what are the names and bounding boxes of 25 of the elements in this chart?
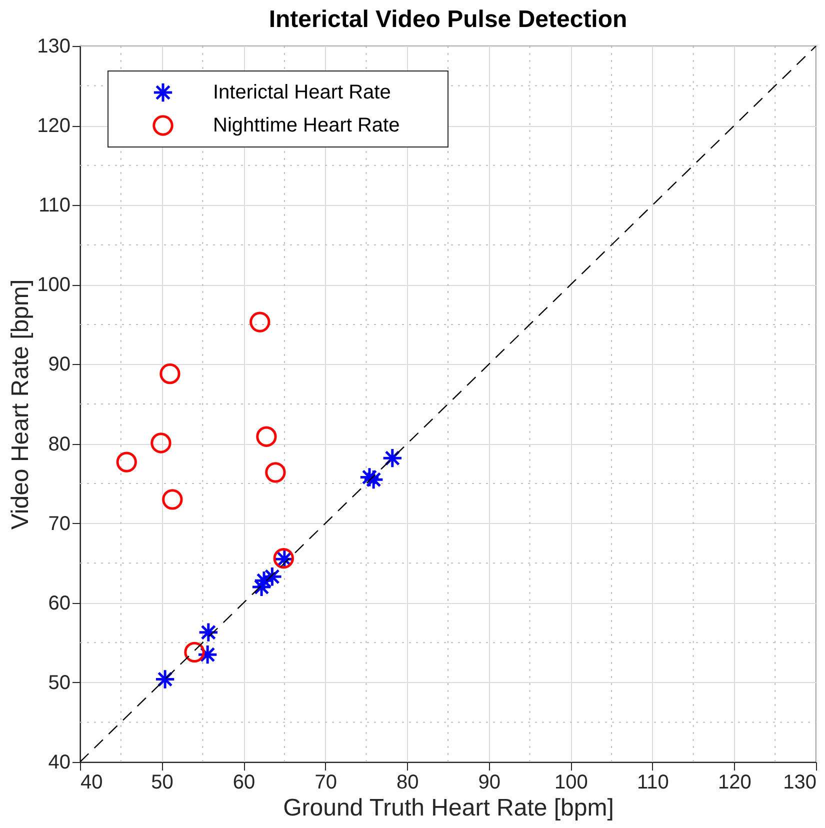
x-tick-label: 60 bbox=[232, 772, 256, 794]
legend-label: Interictal Heart Rate bbox=[213, 82, 391, 104]
x-tick-label: 70 bbox=[314, 772, 337, 794]
y-tick-label: 100 bbox=[37, 274, 70, 296]
y-tick-label: 40 bbox=[48, 752, 70, 774]
y-tick-label: 70 bbox=[48, 512, 70, 535]
chart-title: Interictal Video Pulse Detection bbox=[268, 6, 628, 33]
x-tick-label: 120 bbox=[718, 772, 752, 794]
x-axis-title: Ground Truth Heart Rate [bpm] bbox=[283, 794, 614, 822]
x-tick-label: 110 bbox=[637, 772, 669, 794]
legend-label: Nighttime Heart Rate bbox=[213, 114, 400, 136]
y-tick-label: 80 bbox=[48, 433, 70, 456]
y-tick-label: 60 bbox=[48, 592, 70, 614]
x-tick-label: 40 bbox=[80, 772, 103, 794]
x-tick-label: 90 bbox=[478, 772, 501, 794]
x-tick-label: 100 bbox=[554, 772, 588, 794]
x-tick-label: 80 bbox=[396, 772, 419, 794]
y-axis-title: Video Heart Rate [bpm] bbox=[7, 279, 34, 530]
x-tick-label: 130 bbox=[783, 772, 816, 794]
y-tick-label: 120 bbox=[37, 115, 70, 138]
y-tick-label: 130 bbox=[37, 36, 70, 58]
y-tick-label: 110 bbox=[38, 194, 70, 217]
y-tick-label: 50 bbox=[48, 672, 70, 694]
y-tick-label: 90 bbox=[48, 354, 70, 376]
x-tick-label: 50 bbox=[151, 772, 174, 794]
